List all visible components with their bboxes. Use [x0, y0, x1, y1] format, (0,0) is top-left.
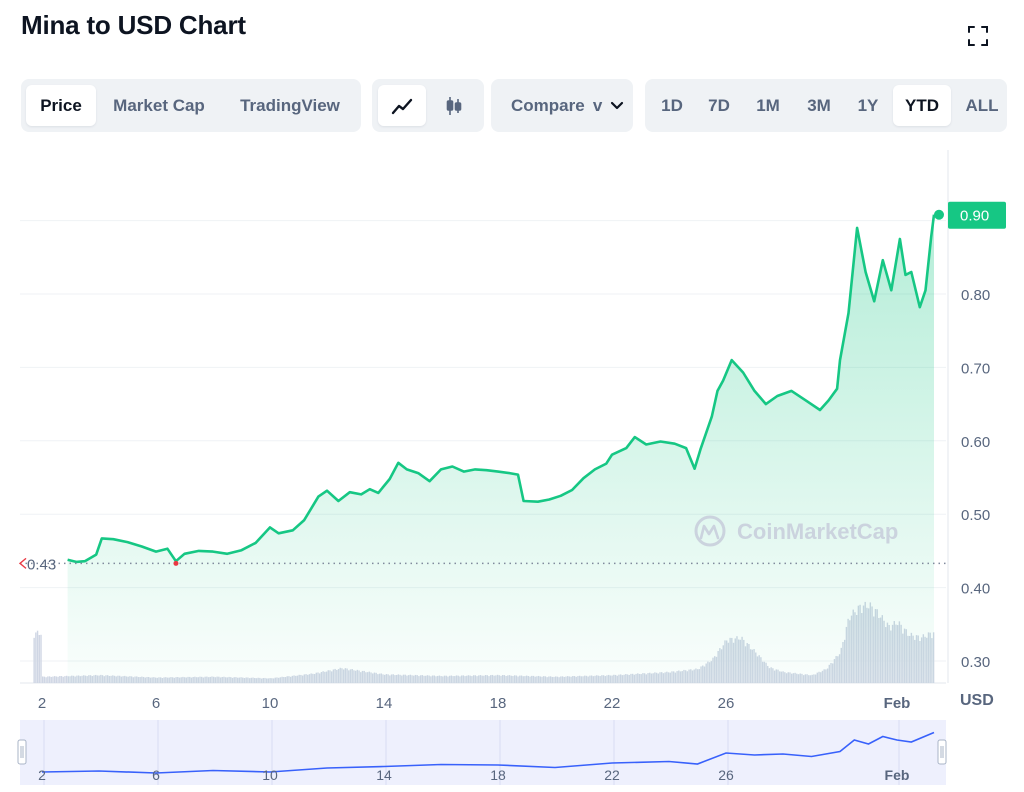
navigator-tick-label: 26	[718, 767, 734, 783]
range-3m[interactable]: 3M	[807, 96, 831, 115]
price-area	[67, 214, 935, 683]
navigator-tick-label: 18	[490, 767, 506, 783]
range-7d[interactable]: 7D	[708, 96, 730, 115]
price-line[interactable]	[67, 214, 936, 564]
volume-bar	[48, 676, 51, 683]
range-1y[interactable]: 1Y	[857, 96, 879, 115]
chevron-down-icon	[610, 101, 624, 110]
compare-label: Compare v	[511, 85, 625, 126]
current-price-badge	[948, 201, 1006, 229]
volume-bar	[64, 676, 66, 683]
current-price-dot	[934, 209, 944, 220]
navigator-tick-label: 2	[38, 767, 46, 783]
candlestick-icon	[446, 96, 462, 115]
x-tick-label: 18	[490, 695, 507, 712]
x-tick-label: 14	[376, 695, 393, 712]
x-tick-label: 26	[718, 695, 735, 712]
watermark: CoinMarketCap	[737, 519, 898, 544]
line-chart-icon	[391, 98, 413, 114]
volume-bar	[55, 676, 58, 683]
tab-price[interactable]: Price	[26, 85, 96, 126]
navigator-tick-label: 14	[376, 767, 392, 783]
start-price-label: 0.43	[27, 556, 56, 573]
range-selector: 1D 7D 1M 3M 1Y YTD ALL	[645, 79, 1007, 132]
volume-bar	[65, 675, 68, 683]
volume-bar	[50, 676, 52, 683]
start-price-arrow-icon	[18, 557, 27, 569]
currency-label: USD	[960, 692, 994, 709]
navigator-handle-left[interactable]	[17, 739, 27, 765]
x-tick-label: 2	[38, 695, 46, 712]
compare-dropdown[interactable]: Compare v	[491, 79, 633, 132]
volume-bar	[35, 632, 37, 683]
y-tick-label: 0.70	[961, 360, 990, 377]
range-1m[interactable]: 1M	[756, 96, 780, 115]
y-tick-label: 0.30	[961, 654, 990, 671]
volume-bar	[57, 676, 59, 683]
start-marker	[173, 560, 179, 566]
coinmarketcap-logo-icon	[694, 515, 726, 547]
fullscreen-icon[interactable]	[966, 24, 990, 48]
y-tick-label: 0.50	[961, 507, 990, 524]
range-1d[interactable]: 1D	[661, 96, 683, 115]
compare-text: Compare v	[511, 96, 603, 115]
volume-bar	[33, 637, 35, 683]
volume-bar	[59, 676, 61, 683]
volume-bar	[60, 676, 63, 683]
x-tick-label: 22	[604, 695, 621, 712]
navigator-tick-label: 22	[604, 767, 620, 783]
navigator-background[interactable]	[20, 720, 946, 785]
x-tick-label: Feb	[884, 695, 911, 712]
range-ytd[interactable]: YTD	[893, 85, 951, 126]
volume-bar	[53, 676, 56, 683]
tab-tradingview[interactable]: TradingView	[240, 96, 340, 115]
volume-bar	[52, 676, 54, 683]
candlestick-button[interactable]	[430, 85, 478, 126]
page-title: Mina to USD Chart	[21, 10, 246, 40]
volume-bar	[47, 676, 49, 683]
navigator-tick-label: 6	[152, 767, 160, 783]
price-chart[interactable]: 0.43 CoinMarketCap 0.30 0.40 0.50 0.60 0.70 0…	[0, 140, 1024, 792]
navigator-line	[41, 731, 935, 774]
navigator-tick-label: 10	[262, 767, 278, 783]
volume-bar	[45, 677, 47, 683]
x-tick-label: 10	[262, 695, 279, 712]
y-tick-label: 0.60	[961, 434, 990, 451]
current-price-label: 0.90	[960, 208, 989, 225]
volume-bar	[42, 676, 44, 683]
tab-market-cap[interactable]: Market Cap	[113, 96, 205, 115]
volume-bar	[36, 630, 39, 683]
volume-bar	[38, 635, 40, 683]
y-tick-label: 0.80	[961, 287, 990, 304]
navigator-tick-label: Feb	[885, 767, 910, 783]
volume-bar	[62, 676, 64, 683]
chart-type-toggle	[372, 79, 484, 132]
volume-bar	[40, 634, 42, 683]
y-tick-label: 0.40	[961, 581, 990, 598]
line-chart-button[interactable]	[378, 85, 426, 126]
navigator-handle-right[interactable]	[937, 739, 947, 765]
view-tabs: Price Market Cap TradingView	[21, 79, 361, 132]
range-all[interactable]: ALL	[965, 96, 999, 115]
volume-bar	[43, 676, 46, 683]
x-tick-label: 6	[152, 695, 160, 712]
